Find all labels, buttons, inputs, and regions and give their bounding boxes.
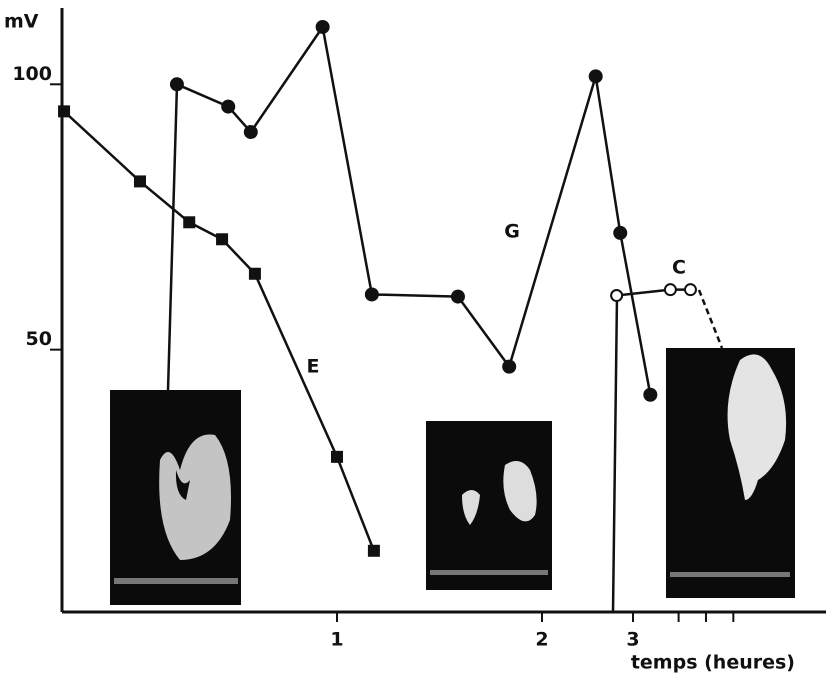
series-line: [177, 27, 650, 395]
point: [365, 287, 379, 301]
series-line: [617, 290, 691, 296]
point: [249, 268, 261, 280]
x-tick-label: 3: [626, 629, 639, 651]
series-label: C: [672, 257, 686, 279]
point: [368, 545, 380, 557]
point: [221, 100, 235, 114]
y-tick-label: 50: [26, 328, 52, 350]
point: [611, 290, 622, 301]
point: [134, 175, 146, 187]
connector: [613, 296, 617, 612]
point: [170, 77, 184, 91]
point: [451, 290, 465, 304]
point: [589, 69, 603, 83]
x-tick-label: 2: [535, 629, 548, 651]
x-axis-label: temps (heures): [631, 652, 795, 674]
connector: [168, 84, 177, 390]
point: [331, 451, 343, 463]
chart: mV temps (heures) 50 100 1 2 3 G E C: [0, 0, 833, 679]
photo-scale: [114, 578, 238, 584]
point: [183, 216, 195, 228]
point: [216, 233, 228, 245]
point: [316, 20, 330, 34]
point: [613, 226, 627, 240]
point: [665, 284, 676, 295]
photos: [110, 348, 795, 605]
series-label: E: [307, 356, 320, 378]
photo-scale: [670, 572, 790, 577]
point: [685, 284, 696, 295]
y-tick-label: 100: [12, 63, 52, 85]
point: [244, 125, 258, 139]
point: [58, 105, 70, 117]
point: [502, 360, 516, 374]
y-axis-label: mV: [4, 11, 39, 33]
series-label: G: [504, 221, 520, 243]
point: [643, 388, 657, 402]
x-tick-label: 1: [330, 629, 343, 651]
connector: [699, 290, 722, 348]
photo-scale: [430, 570, 548, 575]
